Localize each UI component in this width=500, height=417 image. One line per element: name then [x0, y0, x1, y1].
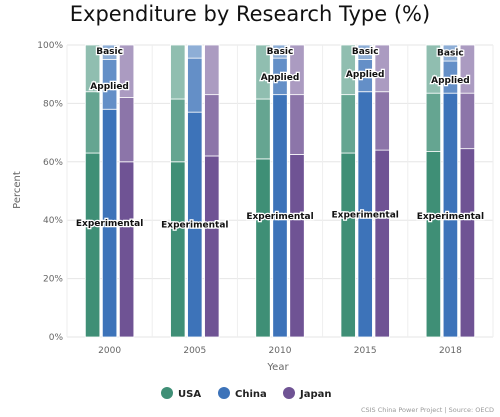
legend-label-japan: Japan: [299, 389, 332, 400]
bar-usa-applied-2005: [170, 98, 186, 163]
bar-usa-basic-2018: [425, 44, 442, 94]
bar-china-basic-2015: [357, 44, 373, 61]
bar-usa-applied-2018: [425, 92, 442, 152]
y-tick-label: 20%: [43, 275, 63, 285]
segment-label: Basic: [352, 47, 379, 57]
bar-japan-basic-2010: [289, 44, 305, 96]
bar-china-basic-2005: [187, 44, 203, 59]
segment-label: Applied: [90, 82, 129, 92]
segment-label: Applied: [431, 76, 470, 86]
segment-label: Basic: [96, 47, 123, 57]
bar-japan-applied-2005: [204, 94, 220, 157]
y-tick-label: 80%: [43, 99, 63, 109]
bar-china-applied-2005: [187, 57, 203, 113]
bar-japan-applied-2018: [459, 92, 476, 150]
x-tick-label: 2000: [98, 346, 121, 356]
bar-usa-basic-2000: [84, 44, 101, 93]
bar-japan-applied-2000: [118, 97, 135, 163]
segment-label: Applied: [261, 73, 300, 83]
bar-usa-applied-2010: [255, 98, 271, 160]
chart-title: Expenditure by Research Type (%): [70, 2, 430, 26]
bar-usa-applied-2000: [84, 91, 101, 154]
segment-labels: Basic Applied Experimental Experimental Basi…: [75, 46, 486, 232]
bar-usa-experimental-2000: [84, 152, 101, 338]
bar-japan-basic-2018: [459, 44, 476, 94]
bar-japan-experimental-2018: [459, 148, 476, 338]
bar-japan-experimental-2005: [204, 155, 220, 338]
segment-label: Experimental: [417, 212, 484, 222]
segment-label: Experimental: [161, 221, 228, 231]
bar-japan-basic-2005: [204, 44, 220, 96]
bar-japan-experimental-2015: [374, 149, 390, 338]
legend-marker-japan: [283, 387, 295, 399]
legend-marker-china: [218, 387, 230, 399]
legend: USA China Japan: [161, 387, 332, 400]
segment-label: Experimental: [332, 210, 399, 220]
bar-china-basic-2018: [442, 44, 459, 62]
segment-label: Experimental: [76, 219, 143, 229]
bar-usa-applied-2015: [340, 94, 356, 154]
segment-label: Applied: [346, 70, 385, 80]
legend-label-china: China: [235, 389, 267, 400]
segment-label: Basic: [437, 48, 464, 58]
bar-usa-basic-2005: [170, 44, 186, 100]
bar-usa-basic-2010: [255, 44, 271, 100]
x-axis-label: Year: [266, 362, 289, 373]
bar-japan-basic-2015: [374, 44, 390, 93]
bar-usa-basic-2015: [340, 44, 356, 96]
source-note: CSIS China Power Project | Source: OECD: [361, 406, 494, 414]
segment-label: Experimental: [246, 212, 313, 222]
legend-label-usa: USA: [178, 389, 201, 400]
bar-japan-applied-2010: [289, 94, 305, 155]
bar-japan-applied-2015: [374, 91, 390, 151]
bar-japan-experimental-2000: [118, 161, 135, 338]
legend-marker-usa: [161, 387, 173, 399]
segment-label: Basic: [267, 47, 294, 57]
bar-usa-experimental-2010: [255, 158, 271, 338]
y-tick-label: 40%: [43, 216, 63, 226]
x-axis: 2000 2005 2010 2015 2018: [98, 346, 462, 356]
bar-china-basic-2000: [101, 44, 118, 61]
x-tick-label: 2018: [439, 346, 462, 356]
bars: [84, 44, 476, 338]
y-axis: 0% 20% 40% 60% 80% 100%: [37, 41, 63, 343]
bar-usa-experimental-2015: [340, 152, 356, 338]
y-tick-label: 0%: [49, 333, 64, 343]
bar-china-basic-2010: [272, 44, 288, 59]
bar-japan-basic-2000: [118, 44, 135, 98]
y-tick-label: 60%: [43, 158, 63, 168]
y-axis-label: Percent: [12, 171, 23, 209]
bar-usa-experimental-2005: [170, 161, 186, 338]
y-tick-label: 100%: [37, 41, 63, 51]
x-tick-label: 2005: [183, 346, 206, 356]
x-tick-label: 2010: [269, 346, 292, 356]
bar-japan-experimental-2010: [289, 154, 305, 338]
bar-usa-experimental-2018: [425, 151, 442, 338]
x-tick-label: 2015: [354, 346, 377, 356]
